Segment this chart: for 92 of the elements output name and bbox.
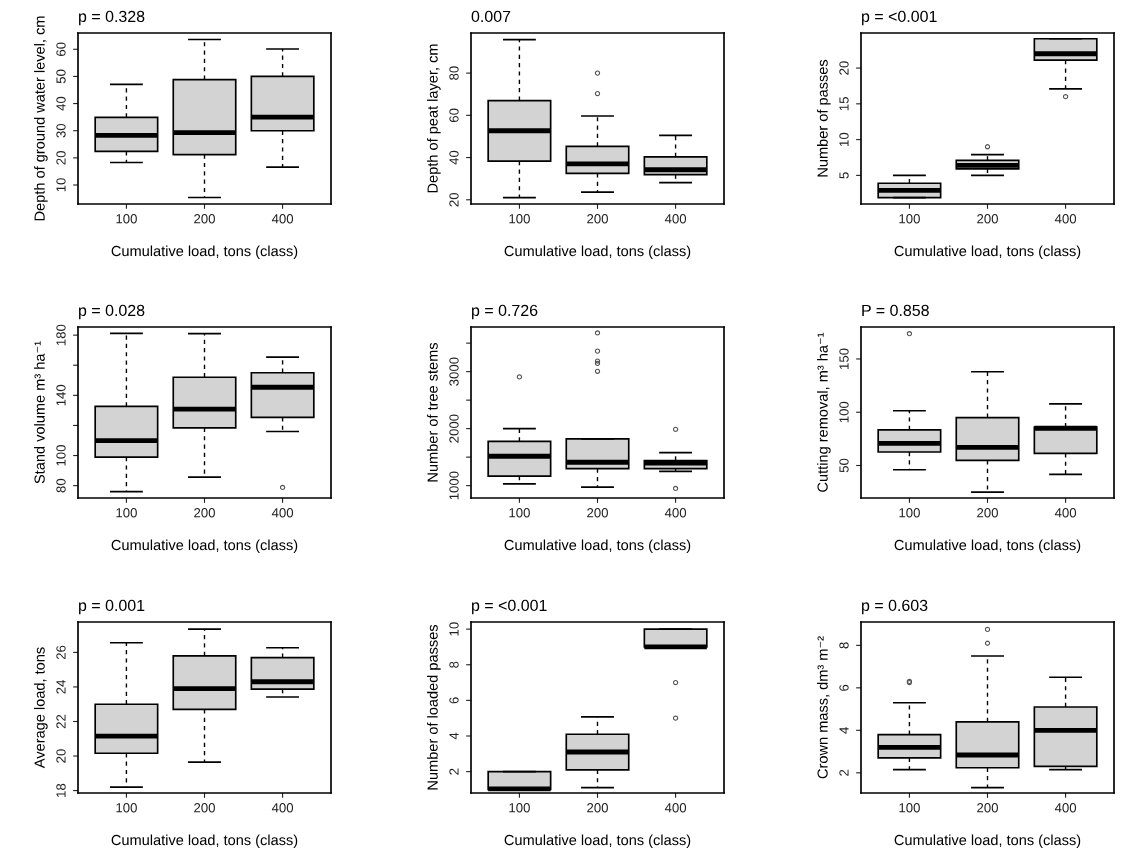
x-tick-label: 400 xyxy=(1054,508,1077,518)
y-tick-label: 5 xyxy=(839,172,849,179)
y-tick-label: 80 xyxy=(449,66,459,80)
y-tick-label: 150 xyxy=(839,348,849,369)
chart-title: p = 0.001 xyxy=(79,599,145,615)
y-tick-label: 2 xyxy=(449,768,459,775)
x-axis-title: Cumulative load, tons (class) xyxy=(894,539,1081,554)
x-tick-label: 200 xyxy=(194,803,215,813)
y-tick-label: 40 xyxy=(56,96,66,111)
y-axis-title: Stand volume m³ ha⁻¹ xyxy=(34,341,45,484)
x-tick-label: 100 xyxy=(899,214,920,224)
y-axis-title: Number of loaded passes xyxy=(427,624,441,790)
y-axis-title: Number of passes xyxy=(817,59,831,177)
x-axis-title: Cumulative load, tons (class) xyxy=(894,245,1081,260)
x-tick-label: 200 xyxy=(194,214,215,224)
y-tick-label: 4 xyxy=(449,732,459,740)
x-tick-label: 200 xyxy=(977,508,998,518)
y-tick-label: 140 xyxy=(56,384,66,406)
x-tick-label: 400 xyxy=(1054,803,1077,813)
y-axis-title: Crown mass, dm³ m⁻² xyxy=(817,636,830,779)
x-tick-label: 400 xyxy=(664,803,687,813)
x-axis-title: Cumulative load, tons (class) xyxy=(111,245,298,260)
y-tick-label: 10 xyxy=(56,178,66,192)
chart-title: p = 0.028 xyxy=(79,304,145,320)
x-axis-title: Cumulative load, tons (class) xyxy=(111,539,298,554)
x-tick-label: 200 xyxy=(587,508,608,518)
x-tick-label: 400 xyxy=(664,508,687,518)
x-tick-label: 400 xyxy=(271,214,294,224)
y-tick-label: 180 xyxy=(56,324,66,346)
y-tick-label: 40 xyxy=(449,150,459,165)
x-tick-label: 100 xyxy=(899,803,920,813)
y-tick-label: 20 xyxy=(449,192,459,207)
y-tick-label: 100 xyxy=(839,401,849,423)
chart-title: P = 0.858 xyxy=(862,304,929,317)
x-tick-label: 100 xyxy=(116,803,137,813)
y-tick-label: 10 xyxy=(449,622,459,636)
y-axis-title: Average load, tons xyxy=(34,647,48,769)
y-tick-label: 26 xyxy=(56,645,66,660)
y-tick-label: 4 xyxy=(839,727,849,734)
y-tick-label: 15 xyxy=(839,97,849,111)
y-tick-label: 1000 xyxy=(449,471,459,500)
y-tick-label: 60 xyxy=(56,42,66,56)
x-axis-title: Cumulative load, tons (class) xyxy=(504,245,691,260)
y-tick-label: 22 xyxy=(56,714,66,729)
x-tick-label: 400 xyxy=(664,214,687,224)
y-tick-label: 20 xyxy=(839,61,849,75)
y-tick-label: 6 xyxy=(839,684,849,691)
y-axis-title: Cutting removal, m³ ha⁻¹ xyxy=(817,332,831,492)
x-tick-label: 400 xyxy=(1054,214,1077,224)
x-axis-title: Cumulative load, tons (class) xyxy=(111,834,298,849)
x-tick-label: 200 xyxy=(587,803,608,813)
y-axis-title: Depth of ground water level, cm xyxy=(34,16,48,221)
chart-title: 0.007 xyxy=(471,10,511,23)
y-tick-label: 8 xyxy=(449,661,459,668)
x-tick-label: 100 xyxy=(509,508,530,518)
chart-title: p = 0.603 xyxy=(862,599,928,615)
y-tick-label: 10 xyxy=(839,132,849,146)
x-tick-label: 400 xyxy=(271,508,294,518)
y-tick-label: 18 xyxy=(56,783,66,797)
y-tick-label: 3000 xyxy=(449,357,459,386)
y-axis-title: Number of tree stems xyxy=(427,342,438,482)
x-tick-label: 100 xyxy=(116,214,137,224)
chart-title: p = 0.726 xyxy=(472,304,538,320)
x-tick-label: 400 xyxy=(271,803,294,813)
chart-title: p = <0.001 xyxy=(472,599,547,615)
x-tick-label: 100 xyxy=(116,508,137,518)
x-axis-title: Cumulative load, tons (class) xyxy=(504,834,691,849)
y-tick-label: 6 xyxy=(449,697,459,704)
y-tick-label: 20 xyxy=(56,749,66,763)
chart-title: p = <0.001 xyxy=(862,10,937,26)
x-axis-title: Cumulative load, tons (class) xyxy=(894,834,1081,849)
y-tick-label: 20 xyxy=(56,151,66,165)
x-tick-label: 200 xyxy=(977,803,998,813)
y-tick-label: 30 xyxy=(56,123,66,138)
x-tick-label: 200 xyxy=(587,214,608,224)
y-tick-label: 50 xyxy=(839,458,849,473)
y-tick-label: 2 xyxy=(839,769,849,776)
x-tick-label: 100 xyxy=(509,803,530,813)
x-tick-label: 100 xyxy=(509,214,530,224)
y-tick-label: 100 xyxy=(56,445,66,466)
y-tick-label: 50 xyxy=(56,69,66,84)
x-axis-title: Cumulative load, tons (class) xyxy=(504,539,691,554)
y-tick-label: 24 xyxy=(56,679,66,694)
y-tick-label: 8 xyxy=(839,642,849,649)
x-tick-label: 200 xyxy=(977,214,998,224)
y-tick-label: 60 xyxy=(449,108,459,122)
x-tick-label: 200 xyxy=(194,508,215,518)
x-tick-label: 100 xyxy=(899,508,920,518)
y-axis-title: Depth of peat layer, cm xyxy=(427,44,441,193)
y-tick-label: 2000 xyxy=(449,414,459,443)
y-tick-label: 80 xyxy=(56,478,66,493)
chart-title: p = 0.328 xyxy=(79,10,145,26)
